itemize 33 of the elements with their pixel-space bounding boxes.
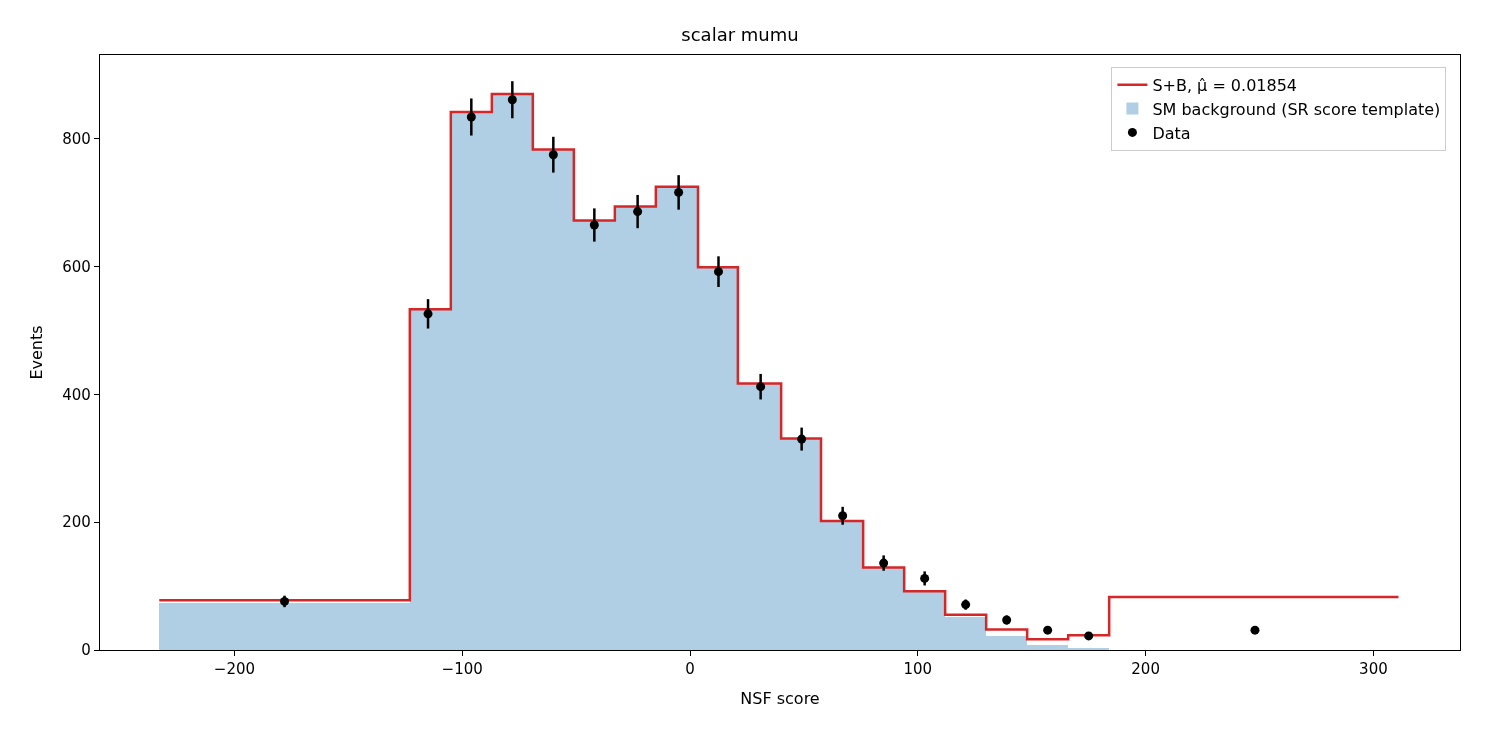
- point: [797, 434, 807, 444]
- point: [466, 112, 476, 122]
- x-tick-label: 300: [1359, 660, 1388, 679]
- legend-label: S+B, μ̂ = 0.01854: [1152, 76, 1298, 96]
- x-tick-label: 200: [1131, 660, 1160, 679]
- point: [713, 267, 723, 277]
- point: [507, 95, 517, 105]
- x-tick-label: 0: [685, 660, 695, 679]
- x-tick-label: −200: [213, 660, 256, 679]
- y-tick-label: 0: [81, 641, 91, 660]
- y-tick-label: 400: [62, 385, 91, 404]
- chart-title: scalar mumu: [681, 24, 799, 46]
- y-axis-title: Events: [27, 325, 47, 380]
- x-axis-title: NSF score: [740, 688, 820, 708]
- point: [879, 558, 889, 568]
- point: [1043, 625, 1053, 635]
- point: [1084, 631, 1094, 641]
- point: [548, 150, 558, 160]
- legend-label: Data: [1152, 123, 1191, 143]
- y-tick-label: 200: [62, 513, 91, 532]
- point: [674, 187, 684, 197]
- y-tick-label: 600: [62, 257, 91, 276]
- x-tick-label: −100: [441, 660, 483, 679]
- y-tick-label: 800: [62, 129, 91, 148]
- point: [423, 309, 433, 319]
- point: [920, 573, 930, 583]
- point: [838, 511, 848, 521]
- point: [280, 596, 290, 606]
- point: [589, 220, 599, 230]
- point: [633, 207, 643, 217]
- x-tick-label: 100: [903, 660, 933, 679]
- legend-label: SM background (SR score template): [1152, 99, 1441, 119]
- point: [756, 382, 766, 392]
